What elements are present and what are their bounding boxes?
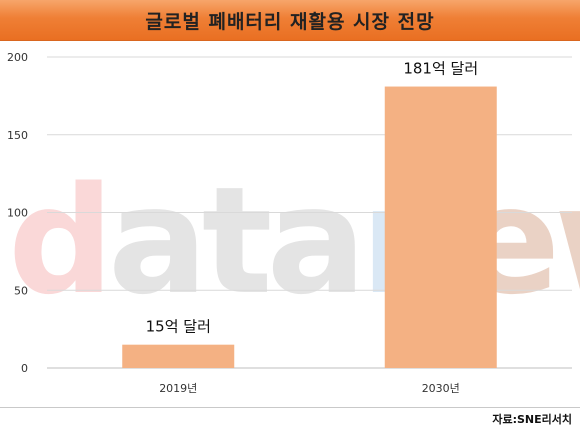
data-labels: 15억 달러 181억 달러 [146, 60, 479, 336]
data-label: 181억 달러 [403, 60, 478, 78]
x-axis-ticks: 2019년 2030년 [159, 382, 460, 395]
chart-title: 글로벌 폐배터리 재활용 시장 전망 [145, 10, 435, 33]
y-axis-ticks: 0 50 100 150 200 [7, 51, 28, 375]
bar [122, 344, 235, 368]
y-tick-label: 200 [7, 51, 28, 64]
bar [384, 86, 497, 369]
y-tick-label: 150 [7, 129, 28, 142]
watermark-part: d [8, 155, 108, 327]
footer-divider [0, 407, 580, 408]
data-label: 15억 달러 [146, 318, 211, 336]
watermark-part: ata [108, 155, 361, 327]
chart-title-bar: 글로벌 폐배터리 재활용 시장 전망 [0, 0, 580, 41]
x-tick-label: 2030년 [422, 382, 460, 395]
y-tick-label: 50 [14, 284, 28, 297]
y-tick-label: 0 [21, 362, 28, 375]
source-note: 자료:SNE리서치 [492, 413, 572, 426]
x-tick-label: 2019년 [159, 382, 197, 395]
bars [122, 86, 497, 369]
y-tick-label: 100 [7, 207, 28, 220]
